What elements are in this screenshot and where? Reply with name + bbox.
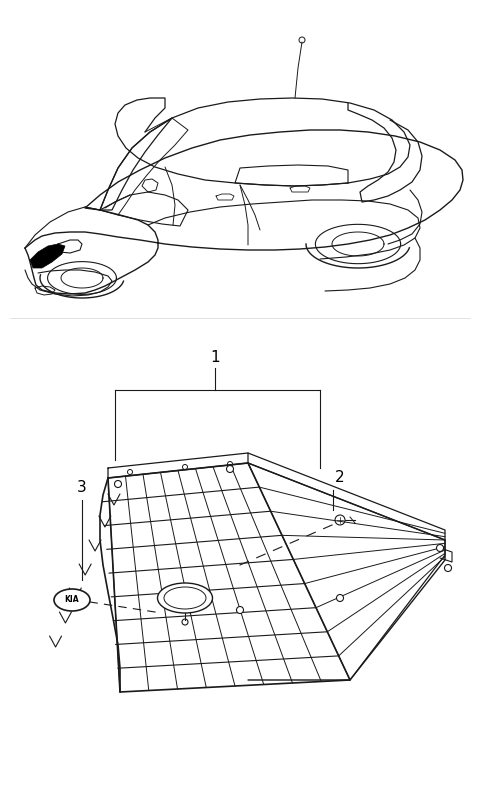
Text: KIA: KIA xyxy=(65,596,79,604)
Text: 2: 2 xyxy=(335,471,345,486)
Circle shape xyxy=(227,465,233,472)
Circle shape xyxy=(299,37,305,43)
Text: 3: 3 xyxy=(77,480,87,495)
Circle shape xyxy=(128,470,132,475)
Text: 1: 1 xyxy=(210,350,220,365)
Circle shape xyxy=(228,461,232,467)
Ellipse shape xyxy=(54,589,90,611)
Circle shape xyxy=(237,607,243,614)
Circle shape xyxy=(182,619,188,625)
Ellipse shape xyxy=(157,583,213,613)
Polygon shape xyxy=(30,244,65,268)
Circle shape xyxy=(335,515,345,525)
Circle shape xyxy=(436,544,444,551)
Circle shape xyxy=(336,595,344,601)
Circle shape xyxy=(444,565,452,572)
Circle shape xyxy=(115,480,121,487)
Circle shape xyxy=(182,464,188,470)
